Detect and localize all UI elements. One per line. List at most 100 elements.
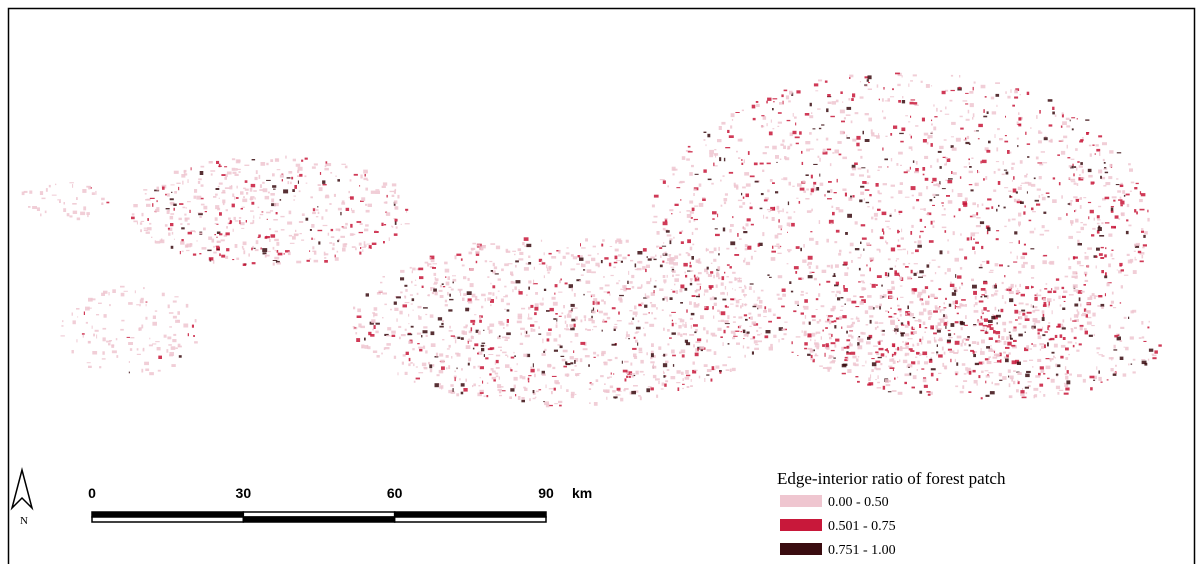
forest-patch <box>132 213 135 215</box>
forest-patch <box>561 356 565 357</box>
forest-patch <box>691 325 692 329</box>
forest-patch <box>960 176 961 179</box>
forest-patch <box>909 146 913 149</box>
forest-patch <box>216 237 217 238</box>
forest-patch <box>533 329 536 332</box>
forest-patch <box>1080 139 1083 141</box>
forest-patch <box>614 324 617 325</box>
forest-patch <box>466 345 471 349</box>
forest-patch <box>111 344 114 346</box>
forest-patch <box>1007 96 1010 99</box>
forest-patch <box>353 307 355 310</box>
forest-patch <box>1154 350 1158 353</box>
forest-patch <box>602 239 605 242</box>
forest-patch <box>1005 347 1010 349</box>
forest-patch <box>901 229 902 233</box>
forest-patch <box>606 397 607 400</box>
forest-patch <box>174 171 179 174</box>
forest-patch <box>96 314 99 315</box>
forest-patch <box>979 267 983 268</box>
forest-patch <box>965 198 968 202</box>
forest-patch <box>643 314 648 316</box>
forest-patch <box>930 165 932 168</box>
forest-patch <box>907 306 909 310</box>
forest-patch <box>636 371 639 375</box>
forest-patch <box>152 343 156 344</box>
forest-patch <box>560 346 563 349</box>
forest-patch <box>676 274 680 275</box>
forest-patch <box>907 277 911 280</box>
forest-patch <box>331 229 334 231</box>
forest-patch <box>224 166 227 167</box>
forest-patch <box>869 268 871 272</box>
forest-patch <box>425 314 427 315</box>
forest-patch <box>946 162 947 165</box>
forest-patch <box>782 140 784 143</box>
forest-patch <box>834 192 837 193</box>
forest-patch <box>886 242 888 244</box>
forest-patch <box>1041 151 1045 153</box>
forest-patch <box>1055 335 1058 338</box>
forest-patch <box>656 246 658 247</box>
forest-patch <box>535 397 537 398</box>
forest-patch <box>920 300 922 302</box>
forest-patch <box>131 217 135 220</box>
forest-patch <box>760 163 764 165</box>
forest-patch <box>704 289 708 292</box>
forest-patch <box>1014 305 1017 306</box>
forest-patch <box>950 359 951 362</box>
forest-patch <box>1024 244 1026 246</box>
forest-patch <box>1055 364 1057 367</box>
forest-patch <box>657 231 660 235</box>
forest-patch <box>867 337 871 340</box>
forest-patch <box>98 303 102 304</box>
forest-patch <box>775 235 779 239</box>
forest-patch <box>183 207 186 209</box>
forest-patch <box>720 336 723 338</box>
forest-patch <box>962 339 964 343</box>
forest-patch <box>834 325 836 328</box>
forest-patch <box>239 220 240 224</box>
forest-patch <box>836 282 839 285</box>
forest-patch <box>461 392 464 395</box>
forest-patch <box>1095 153 1096 155</box>
forest-patch <box>671 289 673 290</box>
forest-patch <box>236 159 240 163</box>
forest-patch <box>428 294 430 296</box>
forest-patch <box>806 189 809 191</box>
forest-patch <box>805 315 806 319</box>
forest-patch <box>1100 176 1102 179</box>
forest-patch <box>1112 196 1117 198</box>
forest-patch <box>690 280 692 282</box>
forest-patch <box>390 309 392 311</box>
forest-patch <box>408 363 410 366</box>
forest-patch <box>831 350 835 351</box>
forest-patch <box>455 377 456 381</box>
forest-patch <box>905 354 907 356</box>
forest-patch <box>915 105 919 106</box>
forest-patch <box>880 236 884 239</box>
forest-patch <box>897 377 898 379</box>
forest-patch <box>662 383 665 386</box>
forest-patch <box>711 333 716 336</box>
forest-patch <box>345 166 348 169</box>
forest-patch <box>1113 307 1116 308</box>
forest-patch <box>795 301 799 305</box>
forest-patch <box>574 360 576 364</box>
forest-patch <box>878 200 881 202</box>
forest-patch <box>1043 162 1048 163</box>
forest-patch <box>1019 303 1024 305</box>
forest-patch <box>394 308 398 311</box>
forest-patch <box>631 275 634 278</box>
forest-patch <box>794 211 796 213</box>
scale-unit: km <box>572 485 592 501</box>
forest-patch <box>631 375 633 378</box>
forest-patch <box>103 328 107 330</box>
forest-patch <box>651 304 656 307</box>
forest-patch <box>1098 135 1102 137</box>
forest-patch <box>559 405 562 407</box>
forest-patch <box>1068 341 1073 343</box>
forest-patch <box>535 292 538 295</box>
forest-patch <box>664 384 667 387</box>
forest-patch <box>551 256 556 259</box>
